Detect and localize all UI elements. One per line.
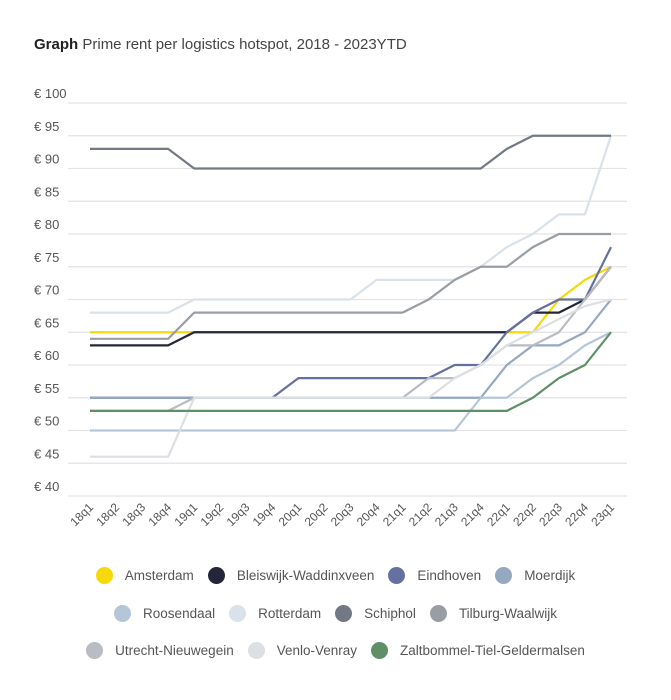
x-tick-label: 19q4: [250, 500, 279, 529]
legend-item: Bleiswijk-Waddinxveen: [207, 567, 375, 584]
legend-swatch-icon: [229, 605, 247, 622]
legend-label: Utrecht-Nieuwegein: [115, 643, 234, 658]
legend-swatch-icon: [86, 642, 104, 659]
legend-item: Utrecht-Nieuwegein: [86, 642, 234, 659]
legend-label: Rotterdam: [258, 606, 322, 621]
x-tick-label: 19q2: [198, 500, 227, 529]
title-text: Prime rent per logistics hotspot, 2018 -…: [82, 36, 407, 53]
legend-item: Moerdijk: [495, 567, 575, 584]
legend-item: Rotterdam: [229, 605, 321, 622]
legend-swatch-icon: [335, 605, 353, 622]
x-tick-label: 20q1: [276, 500, 305, 529]
x-tick-label: 21q3: [432, 500, 461, 529]
series-line-venlo-venray: [90, 298, 612, 458]
legend-swatch-icon: [371, 642, 389, 659]
x-tick-label: 18q2: [93, 500, 122, 529]
y-tick-label: € 60: [34, 348, 59, 363]
y-tick-label: € 40: [34, 479, 59, 494]
legend-label: Venlo-Venray: [276, 643, 358, 658]
y-tick-label: € 50: [34, 414, 59, 429]
legend-swatch-icon: [207, 567, 225, 584]
y-tick-label: € 75: [34, 250, 59, 265]
legend-row-2: Roosendaal Rotterdam Schiphol Tilburg-Waalw…: [0, 605, 671, 622]
series-line-eindhoven: [90, 246, 612, 399]
y-tick-label: € 95: [34, 119, 59, 134]
legend-label: Bleiswijk-Waddinxveen: [236, 568, 375, 583]
series-line-bleiswijk-waddinxveen: [90, 266, 612, 347]
legend-swatch-icon: [247, 642, 265, 659]
x-tick-label: 19q1: [172, 500, 201, 529]
legend-item: Venlo-Venray: [247, 642, 358, 659]
legend-label: Zaltbommel-Tiel-Geldermalsen: [400, 643, 585, 658]
legend-swatch-icon: [429, 605, 447, 622]
x-tick-label: 22q4: [562, 500, 591, 529]
legend-item: Roosendaal: [114, 605, 215, 622]
legend-row-1: Amsterdam Bleiswijk-Waddinxveen Eindhoven M…: [0, 567, 671, 584]
series-line-roosendaal: [90, 331, 612, 432]
x-tick-label: 19q3: [224, 500, 253, 529]
legend-item: Zaltbommel-Tiel-Geldermalsen: [371, 642, 585, 659]
legend-item: Eindhoven: [388, 567, 481, 584]
y-tick-label: € 90: [34, 152, 59, 167]
title-prefix: Graph: [34, 36, 79, 53]
legend-swatch-icon: [495, 567, 513, 584]
series-line-schiphol: [90, 134, 611, 170]
x-tick-label: 22q1: [484, 500, 513, 529]
y-tick-label: € 85: [34, 184, 59, 199]
chart-title: Graph Prime rent per logistics hotspot, …: [34, 36, 407, 53]
x-tick-label: 21q1: [380, 500, 409, 529]
series-line-zaltbommel-tiel-geldermalsen: [90, 331, 612, 412]
y-tick-label: € 45: [34, 446, 59, 461]
legend-label: Schiphol: [364, 606, 416, 621]
legend-item: Schiphol: [335, 605, 416, 622]
legend-label: Amsterdam: [124, 568, 194, 583]
y-tick-label: € 55: [34, 381, 59, 396]
legend-label: Eindhoven: [417, 568, 482, 583]
legend-row-3: Utrecht-Nieuwegein Venlo-Venray Zaltbommel…: [0, 642, 671, 659]
legend-label: Tilburg-Waalwijk: [458, 606, 557, 621]
legend-label: Roosendaal: [143, 606, 216, 621]
x-tick-label: 20q2: [302, 500, 331, 529]
series-line-moerdijk: [90, 298, 612, 399]
y-tick-label: € 100: [34, 86, 67, 101]
series-line-tilburg-waalwijk: [90, 232, 611, 340]
x-tick-label: 21q2: [406, 500, 435, 529]
legend-swatch-icon: [95, 567, 113, 584]
series-line-rotterdam: [90, 135, 613, 314]
x-tick-label: 21q4: [458, 500, 487, 529]
x-tick-label: 18q3: [119, 500, 148, 529]
legend-swatch-icon: [388, 567, 406, 584]
legend-item: Tilburg-Waalwijk: [429, 605, 557, 622]
legend-item: Amsterdam: [95, 567, 194, 584]
x-tick-label: 22q3: [536, 500, 565, 529]
x-tick-label: 23q1: [588, 500, 617, 529]
x-tick-label: 22q2: [510, 500, 539, 529]
y-tick-label: € 80: [34, 217, 59, 232]
legend-label: Moerdijk: [524, 568, 576, 583]
x-tick-label: 18q4: [145, 500, 174, 529]
y-tick-label: € 65: [34, 315, 59, 330]
y-tick-label: € 70: [34, 283, 59, 298]
x-tick-label: 18q1: [67, 500, 96, 529]
x-tick-label: 20q3: [328, 500, 357, 529]
legend-swatch-icon: [114, 605, 132, 622]
x-tick-label: 20q4: [354, 500, 383, 529]
